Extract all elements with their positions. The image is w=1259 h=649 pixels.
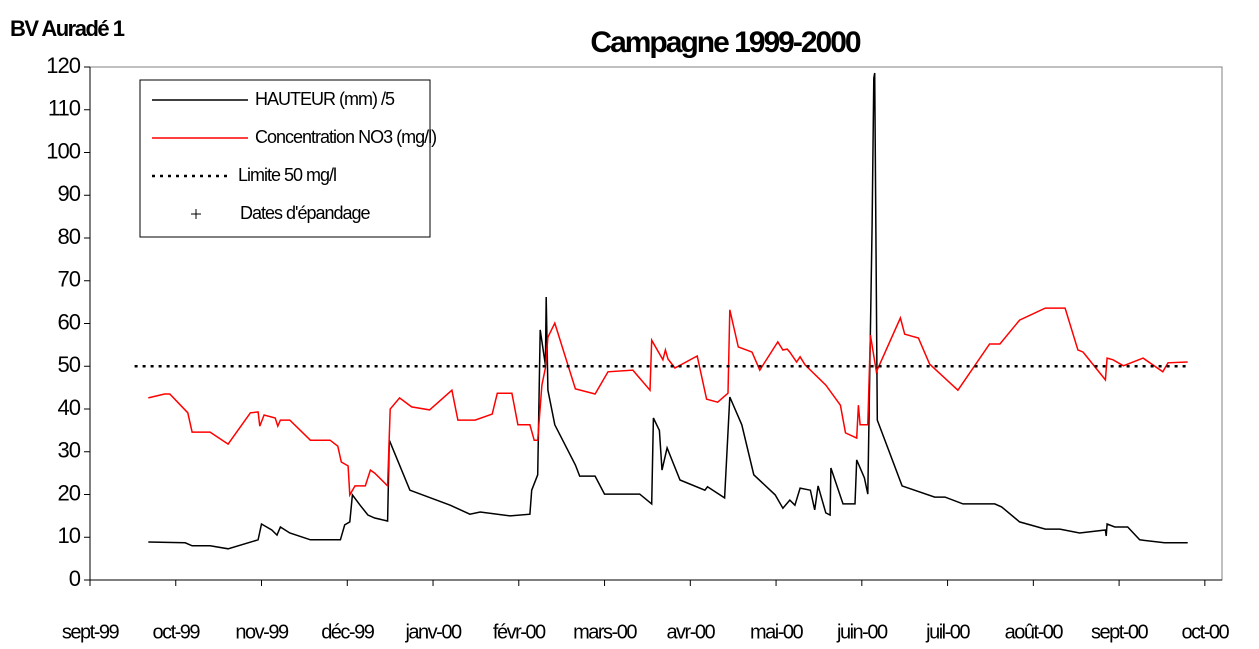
y-tick-label: 110: [48, 96, 81, 121]
y-tick-label: 60: [58, 309, 81, 334]
y-tick-label: 120: [46, 53, 80, 78]
x-tick-label: nov-99: [235, 621, 289, 643]
y-tick-label: 30: [58, 438, 81, 463]
legend-label: HAUTEUR (mm) /5: [255, 89, 395, 109]
legend-label: Dates d'épandage: [240, 203, 371, 223]
y-tick-label: 100: [46, 138, 80, 163]
x-tick-label: juin-00: [836, 621, 888, 643]
x-tick-label: janv-00: [404, 621, 461, 643]
legend-label: Limite 50 mg/l: [238, 165, 336, 185]
x-tick-label: sept-00: [1091, 621, 1149, 643]
legend-label: Concentration NO3 (mg/l): [255, 127, 436, 147]
x-tick-label: mars-00: [573, 621, 637, 643]
y-tick-label: 40: [58, 395, 81, 420]
x-tick-label: août-00: [1005, 621, 1064, 643]
x-tick-label: févr-00: [493, 621, 546, 643]
y-tick-label: 70: [58, 267, 81, 292]
chart-title: Campagne 1999-2000: [590, 26, 860, 59]
y-tick-label: 20: [58, 480, 81, 505]
x-tick-label: avr-00: [666, 621, 715, 643]
x-tick-label: sept-99: [62, 621, 120, 643]
x-tick-label: oct-99: [152, 621, 200, 643]
x-tick-label: juil-00: [925, 621, 970, 643]
legend-box: [139, 79, 431, 238]
x-tick-label: oct-00: [1182, 621, 1230, 643]
y-tick-label: 80: [58, 224, 81, 249]
series-line: [148, 307, 1188, 498]
x-tick-label: mai-00: [750, 621, 804, 643]
legend-marker: [191, 209, 201, 219]
y-tick-label: 10: [58, 523, 81, 548]
y-tick-label: 50: [58, 352, 81, 377]
x-tick-label: déc-99: [321, 621, 375, 643]
series-line: [148, 72, 1188, 550]
y-tick-label: 0: [69, 566, 81, 591]
y-tick-label: 90: [58, 181, 81, 206]
chart-subtitle: BV Auradé 1: [10, 16, 125, 41]
